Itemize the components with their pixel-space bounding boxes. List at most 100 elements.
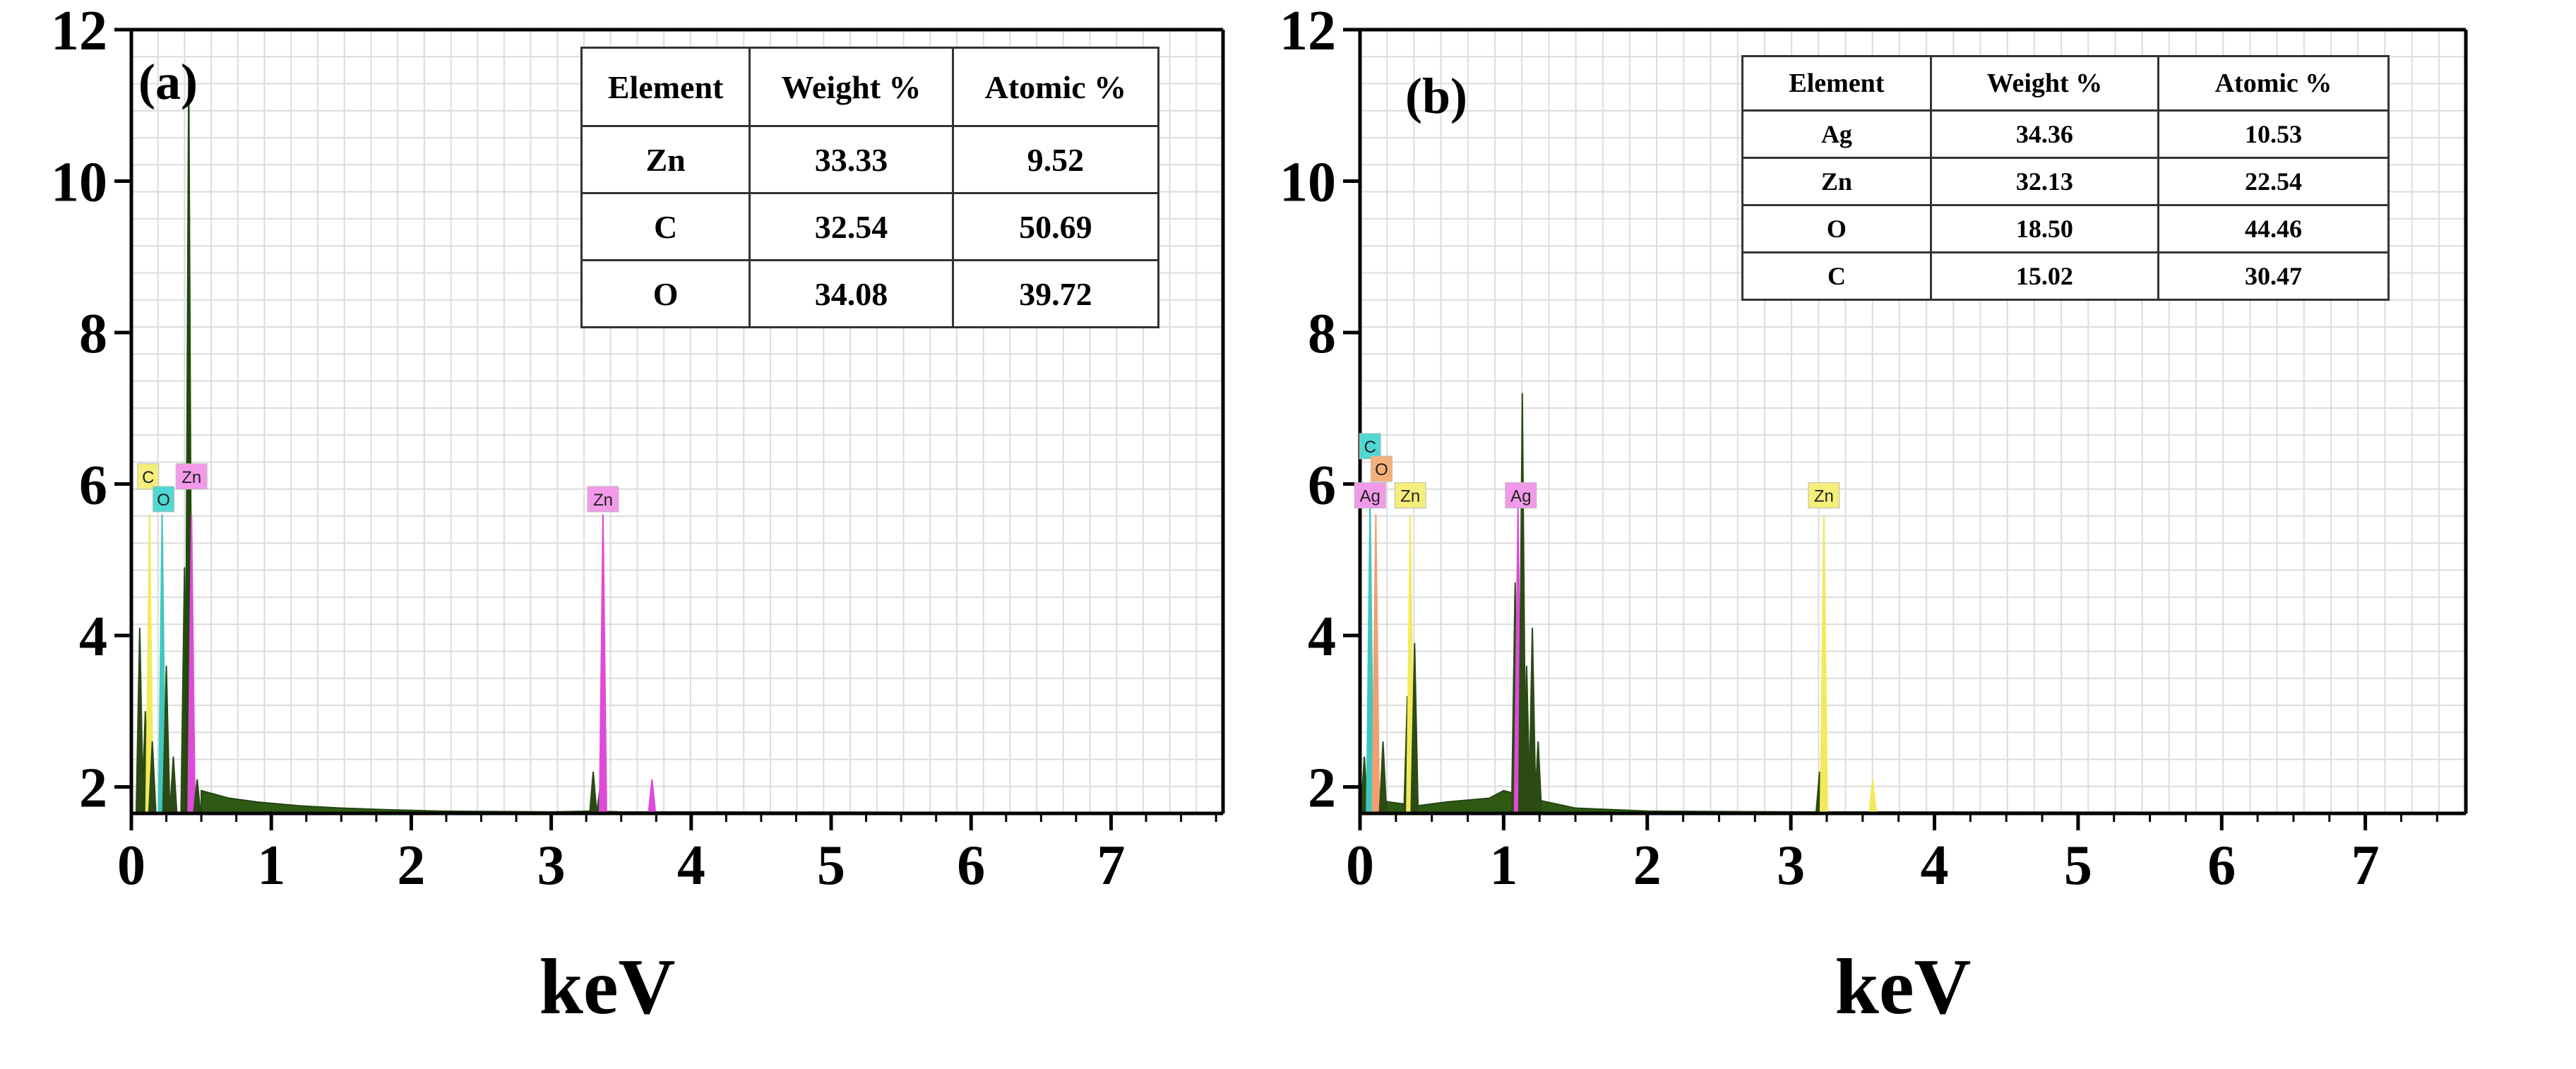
peak-marker: O — [1371, 455, 1393, 482]
y-tick-label: 4 — [1308, 606, 1336, 668]
table-header-cell: Element — [1741, 55, 1932, 112]
y-tick-label: 10 — [51, 151, 107, 213]
table-cell: Zn — [1741, 157, 1932, 206]
x-tick-label: 2 — [1633, 835, 1662, 897]
table-cell: 34.36 — [1929, 109, 2159, 159]
peak-marker-label: Zn — [181, 468, 201, 487]
table-cell: 34.08 — [749, 259, 954, 328]
table-row: Zn 32.13 22.54 — [1741, 157, 2390, 206]
x-tick-label: 0 — [1346, 835, 1374, 897]
y-tick-label: 6 — [1308, 454, 1336, 516]
x-tick-label: 1 — [257, 835, 285, 897]
peak-marker-label: Ag — [1510, 487, 1531, 506]
peak-marker-box — [587, 486, 619, 513]
y-tick-label: 12 — [1280, 0, 1336, 62]
table-cell: O — [580, 259, 751, 328]
chart-panel-a: 0 1 2 3 4 5 6 7 2 4 6 8 10 12 keV (a) C Zn O Zn Element Wei… — [0, 0, 1271, 1069]
x-tick-label: 7 — [1097, 835, 1125, 897]
table-cell: C — [1741, 251, 1932, 301]
peak-marker: Ag — [1354, 482, 1386, 509]
x-tick-label: 0 — [117, 835, 145, 897]
peak-marker-box — [175, 463, 208, 490]
table-row: C 32.54 50.69 — [580, 192, 1160, 261]
peak-marker-label: C — [1364, 438, 1376, 457]
peak-marker: Zn — [587, 486, 619, 513]
table-header-cell: Atomic % — [2157, 55, 2390, 112]
table-header-cell: Weight % — [1929, 55, 2159, 112]
table-cell: 9.52 — [951, 125, 1160, 194]
peak-marker-box — [1354, 482, 1386, 509]
table-cell: 18.50 — [1929, 204, 2159, 253]
y-tick-label: 8 — [1308, 303, 1336, 365]
table-cell: 44.46 — [2157, 204, 2390, 253]
peak-marker: Zn — [1808, 482, 1840, 509]
chart-panel-b: 0 1 2 3 4 5 6 7 2 4 6 8 10 12 keV (b) C O Ag Zn Ag Zn Element… — [1271, 0, 2576, 1069]
table-cell: C — [580, 192, 751, 261]
table-row: Zn 33.33 9.52 — [580, 125, 1160, 194]
peak-marker-label: O — [1375, 460, 1388, 479]
table-header-cell: Element — [580, 47, 751, 127]
x-tick-label: 7 — [2351, 835, 2380, 897]
x-tick-label: 5 — [817, 835, 845, 897]
peak-marker-label: O — [157, 491, 170, 510]
table-cell: 30.47 — [2157, 251, 2390, 301]
table-cell: 10.53 — [2157, 109, 2390, 159]
peak-marker: Zn — [1394, 482, 1426, 509]
peak-marker-box — [1359, 433, 1381, 460]
table-cell: O — [1741, 204, 1932, 253]
x-tick-label: 5 — [2064, 835, 2092, 897]
panel-label: (a) — [138, 54, 198, 110]
table-cell: 39.72 — [951, 259, 1160, 328]
table-cell: 50.69 — [951, 192, 1160, 261]
table-cell: Ag — [1741, 109, 1932, 159]
table-header-row: Element Weight % Atomic % — [580, 47, 1160, 127]
x-tick-label: 1 — [1489, 835, 1517, 897]
x-tick-label: 3 — [537, 835, 566, 897]
table-cell: 22.54 — [2157, 157, 2390, 206]
peak-marker: C — [137, 463, 160, 490]
peak-marker-box — [137, 463, 160, 490]
peak-marker-label: Zn — [1814, 487, 1834, 506]
table-cell: 15.02 — [1929, 251, 2159, 301]
peak-marker-label: Ag — [1360, 487, 1381, 506]
peak-marker-box — [1394, 482, 1426, 509]
x-axis-title: keV — [1835, 943, 1972, 1031]
table-cell: Zn — [580, 125, 751, 194]
y-tick-label: 12 — [51, 0, 107, 62]
panel-label: (b) — [1405, 68, 1467, 124]
table-row: C 15.02 30.47 — [1741, 251, 2390, 301]
x-tick-label: 2 — [397, 835, 425, 897]
x-tick-label: 6 — [957, 835, 985, 897]
peak-marker-box — [153, 486, 175, 513]
peak-marker: O — [153, 486, 175, 513]
table-row: Ag 34.36 10.53 — [1741, 109, 2390, 159]
y-tick-label: 10 — [1280, 151, 1336, 213]
table-cell: 32.13 — [1929, 157, 2159, 206]
x-tick-label: 3 — [1777, 835, 1805, 897]
table-header-cell: Atomic % — [951, 47, 1160, 127]
peak-marker: Zn — [175, 463, 208, 490]
table-row: O 34.08 39.72 — [580, 259, 1160, 328]
y-tick-label: 4 — [79, 606, 107, 668]
peak-marker: Ag — [1505, 482, 1537, 509]
peak-marker-box — [1371, 455, 1393, 482]
y-tick-label: 6 — [79, 454, 107, 516]
composition-table-a: Element Weight % Atomic % Zn 33.33 9.52 … — [580, 47, 1160, 328]
table-header-cell: Weight % — [749, 47, 954, 127]
peak-marker-box — [1808, 482, 1840, 509]
peak-marker-label: Zn — [1400, 487, 1420, 506]
composition-table-b: Element Weight % Atomic % Ag 34.36 10.53… — [1741, 55, 2390, 301]
y-tick-label: 2 — [79, 757, 107, 819]
peak-marker-box — [1505, 482, 1537, 509]
table-header-row: Element Weight % Atomic % — [1741, 55, 2390, 112]
table-row: O 18.50 44.46 — [1741, 204, 2390, 253]
x-axis-title: keV — [539, 943, 676, 1031]
y-tick-label: 2 — [1308, 757, 1336, 819]
x-tick-label: 6 — [2207, 835, 2236, 897]
x-tick-label: 4 — [1921, 835, 1949, 897]
peak-marker-label: C — [142, 468, 154, 487]
peak-marker-label: Zn — [593, 491, 613, 510]
peak-marker: C — [1359, 433, 1381, 460]
table-cell: 32.54 — [749, 192, 954, 261]
y-tick-label: 8 — [79, 303, 107, 365]
